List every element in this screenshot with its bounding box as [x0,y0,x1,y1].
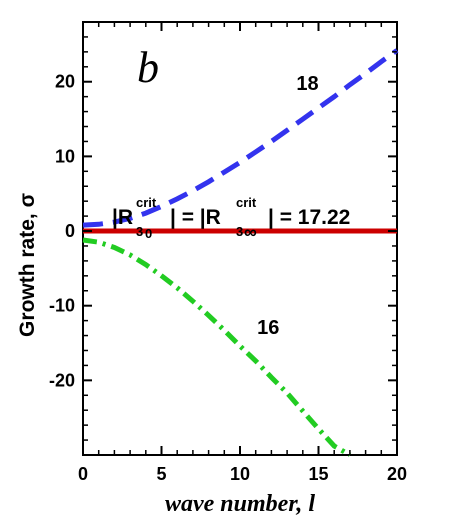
y-tick-label-10: 10 [55,146,75,166]
x-tick-label-10: 10 [230,464,250,484]
annot-sub-2b: ∞ [244,222,257,242]
x-tick-label-15: 15 [308,464,328,484]
y-tick-label-0: 0 [65,221,75,241]
y-tick-label--10: -10 [49,296,75,316]
annot-part-1: |R [112,206,133,229]
series-label-18: 18 [296,73,318,95]
annot-part-2: | = |R [170,206,221,229]
annot-part-3: | = 17.22 [268,206,350,229]
x-tick-label-5: 5 [156,464,166,484]
x-axis-title: wave number, l [165,491,315,517]
annot-sub-1b: 0 [145,226,152,241]
panel-letter: b [137,43,159,92]
x-tick-label-0: 0 [78,464,88,484]
annot-sup-2: crit [236,195,257,210]
series-line-16 [82,237,352,458]
ticks-layer: 0 5 10 15 20 -20 -10 0 10 20 [49,21,407,484]
annot-sub-2: 3 [236,224,243,239]
y-tick-label--20: -20 [49,370,75,390]
series-label-16: 16 [257,317,279,339]
annot-sub-1: 3 [136,224,143,239]
critical-value-annotation: |R 3 crit 0 | = |R 3 crit ∞ | = 17.22 [112,195,350,242]
annot-sup-1: crit [136,195,157,210]
y-axis-title: Growth rate, σ [16,193,39,337]
y-tick-label-20: 20 [55,72,75,92]
x-tick-label-20: 20 [387,464,407,484]
series-layer [82,48,399,458]
